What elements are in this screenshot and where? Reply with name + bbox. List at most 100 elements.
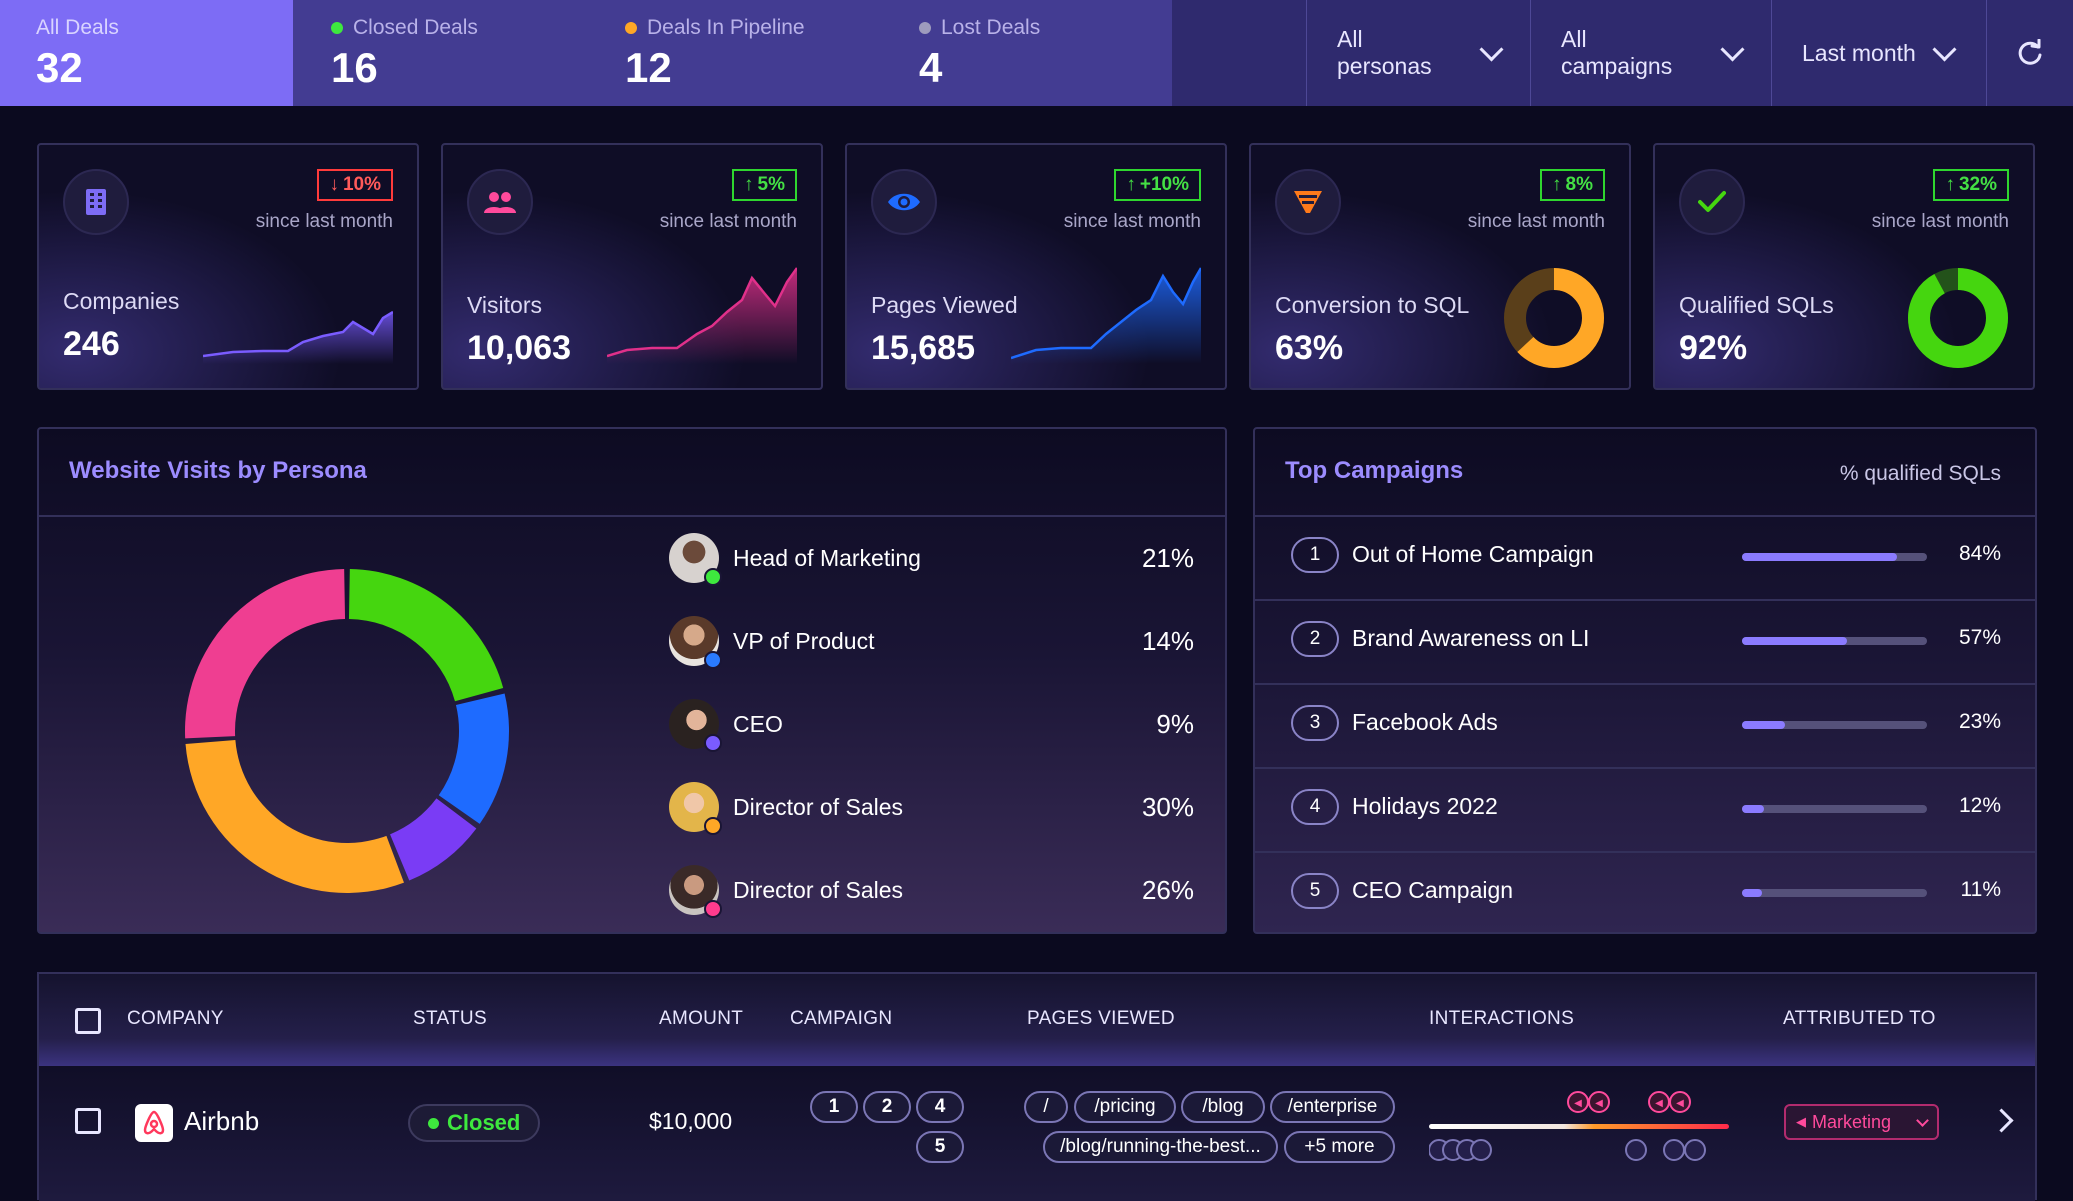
persona-pct: 14% (1141, 625, 1194, 656)
avatar (669, 782, 722, 835)
tab-closed-deals[interactable]: Closed Deals 16 (293, 0, 587, 106)
column-header-amount[interactable]: AMOUNT (659, 1008, 744, 1029)
donut-slice[interactable] (390, 798, 477, 881)
page-chip[interactable]: /blog/running-the-best... (1043, 1131, 1278, 1163)
since-label: since last month (1467, 211, 1605, 232)
kpi-card-pages-viewed[interactable]: ↑ +10% since last month Pages Viewed 15,6… (845, 143, 1227, 390)
donut-slice[interactable] (185, 739, 404, 893)
campaigns-dropdown[interactable]: All campaigns (1530, 0, 1771, 106)
progress-fill (1742, 553, 1898, 561)
column-header-pages-viewed[interactable]: PAGES VIEWED (1027, 1008, 1175, 1029)
more-pages-chip[interactable]: +5 more (1284, 1131, 1395, 1163)
kpi-label: Pages Viewed (871, 292, 1018, 318)
column-header-attributed-to[interactable]: ATTRIBUTED TO (1783, 1008, 1936, 1029)
svg-text:◀: ◀ (1574, 1098, 1582, 1109)
check-icon (1679, 169, 1745, 235)
since-label: since last month (1871, 211, 2009, 232)
column-header-company[interactable]: COMPANY (127, 1008, 224, 1029)
rank-badge: 5 (1291, 873, 1339, 909)
campaign-row[interactable]: 2 Brand Awareness on LI 57% (1255, 599, 2035, 685)
building-icon (63, 169, 129, 235)
tab-label: All Deals (36, 16, 119, 39)
campaign-pct: 23% (1958, 710, 2001, 733)
campaign-chip[interactable]: 4 (916, 1091, 964, 1123)
tab-label: Lost Deals (941, 16, 1041, 39)
avatar (669, 533, 722, 586)
persona-row[interactable]: Head of Marketing 21% (669, 532, 1194, 586)
campaign-name: Out of Home Campaign (1352, 541, 1594, 567)
campaign-chip[interactable]: 2 (863, 1091, 911, 1123)
tab-label: Deals In Pipeline (647, 16, 805, 39)
attribution-dropdown[interactable]: ◀ Marketing (1784, 1104, 1939, 1140)
panel-title: Website Visits by Persona (69, 457, 367, 484)
deal-tabs: All Deals 32 Closed Deals 16 Deals In Pi… (0, 0, 1172, 106)
amount-value: $10,000 (649, 1108, 733, 1134)
tab-label: Closed Deals (353, 16, 478, 39)
chevron-down-icon (1916, 1113, 1929, 1127)
status-badge: Closed (408, 1104, 541, 1142)
persona-pct: 30% (1141, 791, 1194, 822)
column-header-interactions[interactable]: INTERACTIONS (1429, 1008, 1575, 1029)
since-label: since last month (1063, 211, 1201, 232)
kpi-card-conversion[interactable]: ↑ 8% since last month Conversion to SQL 6… (1249, 143, 1631, 390)
page-chip[interactable]: /enterprise (1270, 1091, 1395, 1123)
airbnb-logo-icon (135, 1104, 173, 1142)
panel-title: Top Campaigns (1285, 457, 1464, 484)
persona-row[interactable]: Director of Sales 26% (669, 864, 1194, 918)
users-icon (467, 169, 533, 235)
kpi-label: Companies (63, 288, 180, 314)
arrow-up-icon: ↑ (1552, 174, 1562, 195)
status-dot (704, 817, 722, 835)
page-chip[interactable]: / (1024, 1091, 1068, 1123)
page-chip[interactable]: /blog (1181, 1091, 1265, 1123)
persona-donut-chart (185, 569, 510, 893)
tab-deals-in-pipeline[interactable]: Deals In Pipeline 12 (587, 0, 881, 106)
persona-name: VP of Product (733, 627, 875, 654)
campaign-chip[interactable]: 5 (916, 1131, 964, 1163)
campaign-name: Facebook Ads (1352, 709, 1498, 735)
persona-name: CEO (733, 710, 783, 737)
progress-bar (1742, 805, 1927, 813)
campaign-row[interactable]: 5 CEO Campaign 11% (1255, 851, 2035, 932)
campaigns-dropdown-label: All campaigns (1561, 26, 1673, 79)
kpi-card-visitors[interactable]: ↑ 5% since last month Visitors 10,063 (441, 143, 823, 390)
change-badge: ↓ 10% (317, 169, 393, 201)
megaphone-icon: ◀ (1796, 1114, 1806, 1129)
donut-slice[interactable] (438, 693, 510, 824)
page-chip[interactable]: /pricing (1074, 1091, 1176, 1123)
company-name[interactable]: Airbnb (184, 1106, 260, 1136)
kpi-card-companies[interactable]: ↓ 10% since last month Companies 246 (37, 143, 419, 390)
persona-pct: 26% (1141, 874, 1194, 905)
column-header-campaign[interactable]: CAMPAIGN (790, 1008, 893, 1029)
persona-row[interactable]: VP of Product 14% (669, 615, 1194, 669)
personas-dropdown[interactable]: All personas (1306, 0, 1530, 106)
campaign-chip[interactable]: 1 (810, 1091, 858, 1123)
status-dot (428, 1117, 439, 1129)
period-dropdown[interactable]: Last month (1771, 0, 1986, 106)
refresh-button[interactable] (1986, 0, 2073, 106)
rank-badge: 3 (1291, 705, 1339, 741)
campaign-row[interactable]: 4 Holidays 2022 12% (1255, 767, 2035, 853)
persona-row[interactable]: Director of Sales 30% (669, 781, 1194, 835)
donut-slice[interactable] (348, 569, 504, 702)
top-campaigns-panel: Top Campaigns % qualified SQLs 1 Out of … (1253, 427, 2037, 934)
persona-row[interactable]: CEO 9% (669, 698, 1194, 752)
row-checkbox[interactable] (75, 1108, 101, 1134)
chevron-right-icon[interactable] (1989, 1108, 2014, 1133)
kpi-card-qualified-sqls[interactable]: ↑ 32% since last month Qualified SQLs 92% (1653, 143, 2035, 390)
campaign-row[interactable]: 1 Out of Home Campaign 84% (1255, 515, 2035, 601)
tab-all-deals[interactable]: All Deals 32 (0, 0, 293, 106)
column-header-status[interactable]: STATUS (413, 1008, 487, 1029)
kpi-value: 246 (63, 325, 120, 363)
avatar (669, 699, 722, 752)
table-row[interactable]: Airbnb Closed $10,000 1 2 4 5 / /pricing… (39, 1066, 2035, 1201)
select-all-checkbox[interactable] (75, 1008, 101, 1034)
donut-slice[interactable] (185, 569, 346, 739)
progress-fill (1742, 889, 1763, 897)
tab-count: 16 (331, 44, 378, 91)
campaign-pct: 57% (1958, 626, 2001, 649)
since-label: since last month (659, 211, 797, 232)
campaign-row[interactable]: 3 Facebook Ads 23% (1255, 683, 2035, 769)
tab-lost-deals[interactable]: Lost Deals 4 (881, 0, 1172, 106)
status-dot (704, 651, 722, 669)
